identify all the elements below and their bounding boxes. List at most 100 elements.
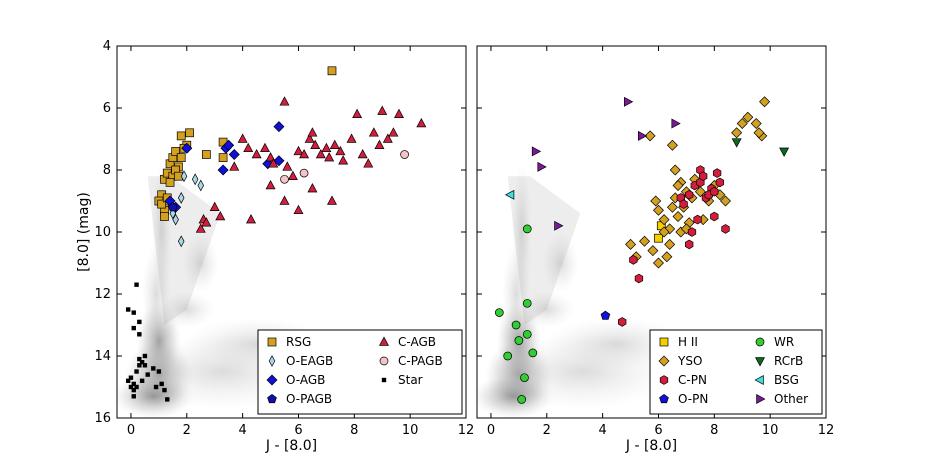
point-wr: [494, 308, 504, 317]
legend-marker-c-pn: [659, 375, 669, 385]
point-rsg: [171, 147, 180, 156]
point-c-agb: [377, 105, 388, 115]
x-tick-label: 12: [458, 423, 475, 438]
point-star: [134, 384, 139, 390]
legend-label-other: Other: [774, 392, 808, 406]
x-tick-label: 8: [350, 423, 358, 438]
point-c-agb: [246, 214, 257, 224]
point-wr: [503, 351, 513, 361]
point-c-agb: [299, 148, 310, 159]
point-star: [134, 282, 139, 287]
point-wr: [520, 373, 529, 383]
point-c-agb: [201, 217, 212, 227]
legend-label-c-pagb: C-PAGB: [398, 354, 443, 368]
legend-label-star: Star: [398, 373, 423, 387]
point-o-agb: [223, 139, 235, 151]
point-yso: [666, 139, 678, 151]
point-c-agb: [293, 204, 304, 215]
point-rsg: [176, 153, 186, 162]
x-tick-label: 2: [543, 423, 551, 438]
point-c-agb: [304, 133, 315, 143]
y-tick-label: 16: [94, 411, 111, 426]
x-tick-label: 6: [654, 423, 662, 438]
x-tick-label: 4: [238, 423, 246, 438]
point-star: [128, 384, 134, 390]
point-rcrb: [779, 147, 790, 157]
point-star: [131, 310, 136, 315]
point-c-pn: [710, 186, 719, 197]
x-tick-label: 6: [294, 423, 302, 438]
point-wr: [522, 298, 532, 308]
point-c-agb: [352, 108, 363, 118]
point-c-agb: [215, 210, 226, 221]
x-tick-label: 4: [598, 423, 606, 438]
point-c-agb: [315, 148, 326, 159]
point-rsg: [157, 199, 167, 209]
x-tick-label: 0: [127, 423, 135, 438]
point-other: [537, 161, 547, 172]
point-star: [137, 319, 142, 325]
point-yso: [652, 204, 664, 216]
point-c-pn: [721, 224, 730, 234]
point-yso: [647, 245, 659, 257]
x-tick-label: 8: [710, 423, 718, 438]
point-star: [137, 332, 142, 337]
point-c-agb: [382, 133, 393, 143]
point-o-eagb: [172, 213, 179, 226]
point-star: [151, 366, 156, 371]
point-c-agb: [416, 117, 427, 128]
point-wr: [517, 395, 527, 404]
point-rsg: [176, 131, 186, 141]
y-tick-label: 8: [103, 163, 111, 178]
point-c-agb: [326, 195, 337, 205]
point-c-agb: [265, 152, 276, 162]
point-star: [131, 381, 136, 387]
legend: RSG O-EAGB O-AGB O-PAGB C-AGB C-PAGB Star: [257, 329, 463, 415]
point-yso: [664, 238, 676, 250]
point-c-pn: [634, 273, 644, 284]
point-c-pn: [629, 255, 638, 265]
point-yso: [644, 130, 656, 142]
point-other: [671, 118, 681, 129]
point-rsg: [218, 153, 228, 162]
point-yso: [753, 127, 765, 139]
legend-marker-wr: [755, 337, 765, 347]
point-yso: [666, 201, 678, 213]
point-c-pagb: [299, 168, 309, 178]
legend-label-wr: WR: [774, 335, 794, 349]
point-c-pn: [698, 171, 708, 182]
point-c-agb: [243, 142, 254, 153]
legend-marker-c-agb: [379, 336, 389, 346]
point-c-agb: [293, 145, 304, 156]
point-c-agb: [265, 179, 276, 190]
y-tick-label: 14: [94, 349, 111, 364]
legend-marker-c-pagb: [379, 356, 389, 366]
legend-label-o-pn: O-PN: [678, 392, 708, 406]
point-c-agb: [310, 139, 321, 149]
point-c-pn: [687, 227, 697, 237]
x-tick-label: 2: [183, 423, 191, 438]
left-panel: 0 2 4 6 8 10 12 4 6 8 10 12 14 16 J - [8.0] [8.0] (mag)…: [76, 39, 474, 454]
right-panel: 0 2 4 6 8 10 12 J - [8.0] H II YSO C-PN O-PN WR RCrB B…: [476, 45, 834, 454]
point-c-agb: [279, 96, 290, 106]
legend-label-rcrb: RCrB: [774, 354, 803, 368]
point-star: [156, 369, 162, 374]
point-o-eagb: [197, 179, 205, 192]
y-tick-label: 4: [103, 39, 111, 54]
point-rsg: [201, 150, 211, 159]
point-c-agb: [329, 139, 340, 149]
point-yso: [658, 214, 670, 226]
point-c-agb: [357, 148, 368, 159]
point-c-agb: [321, 142, 332, 153]
point-o-eagb: [191, 173, 199, 186]
point-c-agb: [282, 161, 293, 171]
legend-marker-yso: [658, 355, 670, 367]
point-star: [145, 372, 150, 377]
point-yso: [759, 96, 771, 108]
legend-marker-rcrb: [755, 357, 765, 367]
point-bsg: [504, 189, 515, 200]
point-other: [554, 220, 564, 231]
point-star: [165, 397, 170, 402]
legend-label-o-pagb: O-PAGB: [286, 392, 332, 406]
point-c-pn: [618, 317, 627, 327]
